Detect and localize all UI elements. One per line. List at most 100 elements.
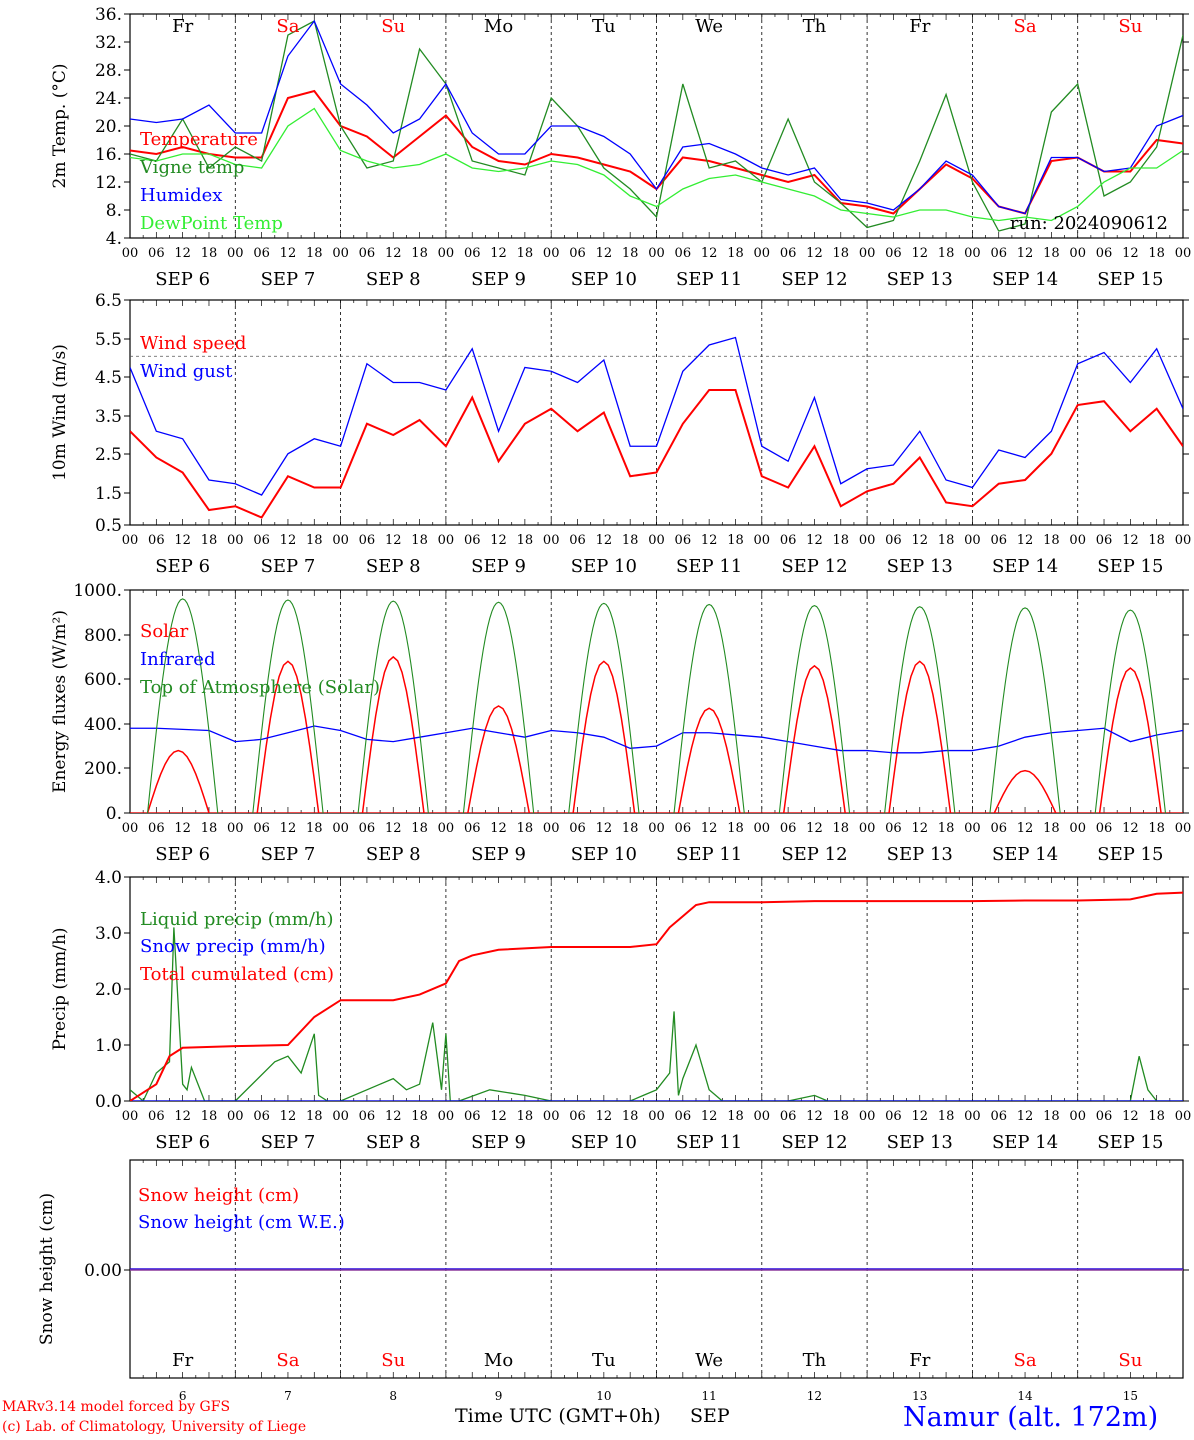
legend-entry: Humidex [140, 185, 222, 206]
x-tick-label: 18 [201, 821, 218, 836]
x-tick-label: 06 [675, 821, 692, 836]
x-tick-label: 00 [754, 821, 771, 836]
legend-entry: Top of Atmosphere (Solar) [140, 677, 380, 698]
x-tick-label: 12 [701, 533, 718, 548]
x-tick-label: 06 [1096, 246, 1113, 261]
x-tick-label: 06 [675, 246, 692, 261]
x-tick-label: 00 [1175, 1109, 1192, 1124]
x-tick-label: 18 [1148, 821, 1165, 836]
x-tick-label: 00 [438, 1109, 455, 1124]
x-tick-label: 06 [780, 246, 797, 261]
series-line [130, 336, 1183, 496]
panel-2: 6.5 5.5 4.5 3.5 2.5 1.5 0.5 10m Wind (m/s) Wind … [50, 291, 1191, 577]
date-label: SEP 12 [781, 1132, 847, 1153]
x-tick-label: 18 [938, 821, 955, 836]
series-solar [1098, 667, 1162, 813]
x-tick-label: 12 [1017, 533, 1034, 548]
x-tick-label: 00 [227, 1109, 244, 1124]
date-label: SEP 9 [471, 269, 526, 290]
x-tick-label: 12 [174, 821, 191, 836]
x-tick-label: 06 [253, 821, 270, 836]
date-label: SEP 7 [261, 1132, 316, 1153]
x-tick-label: 12 [911, 246, 928, 261]
x-tick-label: 00 [438, 533, 455, 548]
date-label: SEP 10 [571, 1132, 637, 1153]
series-solar [993, 769, 1057, 813]
x-tick-label: 12 [1122, 246, 1139, 261]
x-tick-label: 18 [411, 533, 428, 548]
date-label: SEP 13 [887, 556, 953, 577]
date-label: SEP 9 [471, 844, 526, 865]
series-solar [146, 749, 210, 813]
x-tick-label: 18 [1043, 1109, 1060, 1124]
x-tick-label: 12 [1017, 246, 1034, 261]
x-tick-label: 18 [411, 821, 428, 836]
series-toa [673, 603, 745, 813]
date-label: SEP 12 [781, 556, 847, 577]
x-tick-label: 18 [727, 821, 744, 836]
date-label: SEP 8 [366, 844, 421, 865]
y-tick-label: 6.5 [95, 291, 122, 311]
x-tick-label: 18 [1043, 533, 1060, 548]
x-tick-label: 12 [806, 1109, 823, 1124]
x-tick-label: 12 [490, 1109, 507, 1124]
date-label: SEP 14 [992, 844, 1058, 865]
date-label: SEP 9 [471, 556, 526, 577]
weekday-label: Sa [276, 16, 299, 37]
series-solar [361, 655, 425, 813]
x-tick-label: 06 [148, 1109, 165, 1124]
series-toa [147, 598, 219, 813]
x-tick-label: 18 [1148, 246, 1165, 261]
x-tick-label: 00 [543, 821, 560, 836]
x-tick-label: 06 [990, 246, 1007, 261]
series-toa [989, 607, 1061, 813]
series-solar [888, 660, 952, 813]
x-tick-label: 00 [648, 533, 665, 548]
series-line [130, 389, 1183, 519]
footer-model: MARv3.14 model forced by GFS [2, 1399, 231, 1415]
y-tick-label: 4.0 [95, 868, 122, 888]
y-tick-label: 600. [84, 670, 122, 690]
series-toa [884, 606, 956, 813]
x-tick-label: 06 [1096, 533, 1113, 548]
date-label: SEP 11 [676, 1132, 742, 1153]
y-tick-label: 1.5 [95, 484, 122, 504]
x-tick-label: 18 [833, 821, 850, 836]
x-tick-label: 00 [332, 533, 349, 548]
day-number-label: 15 [1123, 1389, 1138, 1403]
legend-entry: Wind gust [140, 361, 233, 382]
x-tick-label: 00 [754, 246, 771, 261]
day-number-label: 9 [495, 1389, 503, 1403]
y-tick-label: 24. [95, 89, 122, 109]
x-tick-label: 00 [122, 533, 139, 548]
date-label: SEP 14 [992, 556, 1058, 577]
weekday-label: Sa [1014, 16, 1037, 37]
x-tick-label: 18 [201, 533, 218, 548]
x-tick-label: 12 [1122, 1109, 1139, 1124]
x-tick-label: 00 [543, 1109, 560, 1124]
x-tick-label: 06 [780, 821, 797, 836]
y-tick-label: 32. [95, 33, 122, 53]
date-label: SEP 8 [366, 269, 421, 290]
series-solar [677, 707, 741, 813]
x-tick-label: 06 [359, 533, 376, 548]
footer-month: SEP [690, 1405, 730, 1427]
y-tick-label: 1000. [73, 581, 122, 601]
panel-frame [129, 589, 1184, 814]
x-tick-label: 06 [148, 533, 165, 548]
date-label: SEP 11 [676, 844, 742, 865]
series-line [130, 107, 1183, 222]
x-tick-label: 00 [648, 1109, 665, 1124]
date-label: SEP 7 [261, 844, 316, 865]
y-axis-label: 10m Wind (m/s) [50, 344, 70, 481]
series-toa [357, 600, 429, 813]
day-number-label: 14 [1017, 1389, 1033, 1403]
legend-entry: Wind speed [140, 333, 246, 354]
weekday-label: Sa [1014, 1350, 1037, 1371]
weekday-label: We [695, 16, 723, 37]
date-label: SEP 10 [571, 844, 637, 865]
x-tick-label: 12 [490, 821, 507, 836]
series-line [130, 927, 1183, 1101]
x-tick-label: 00 [964, 533, 981, 548]
x-tick-label: 00 [648, 821, 665, 836]
